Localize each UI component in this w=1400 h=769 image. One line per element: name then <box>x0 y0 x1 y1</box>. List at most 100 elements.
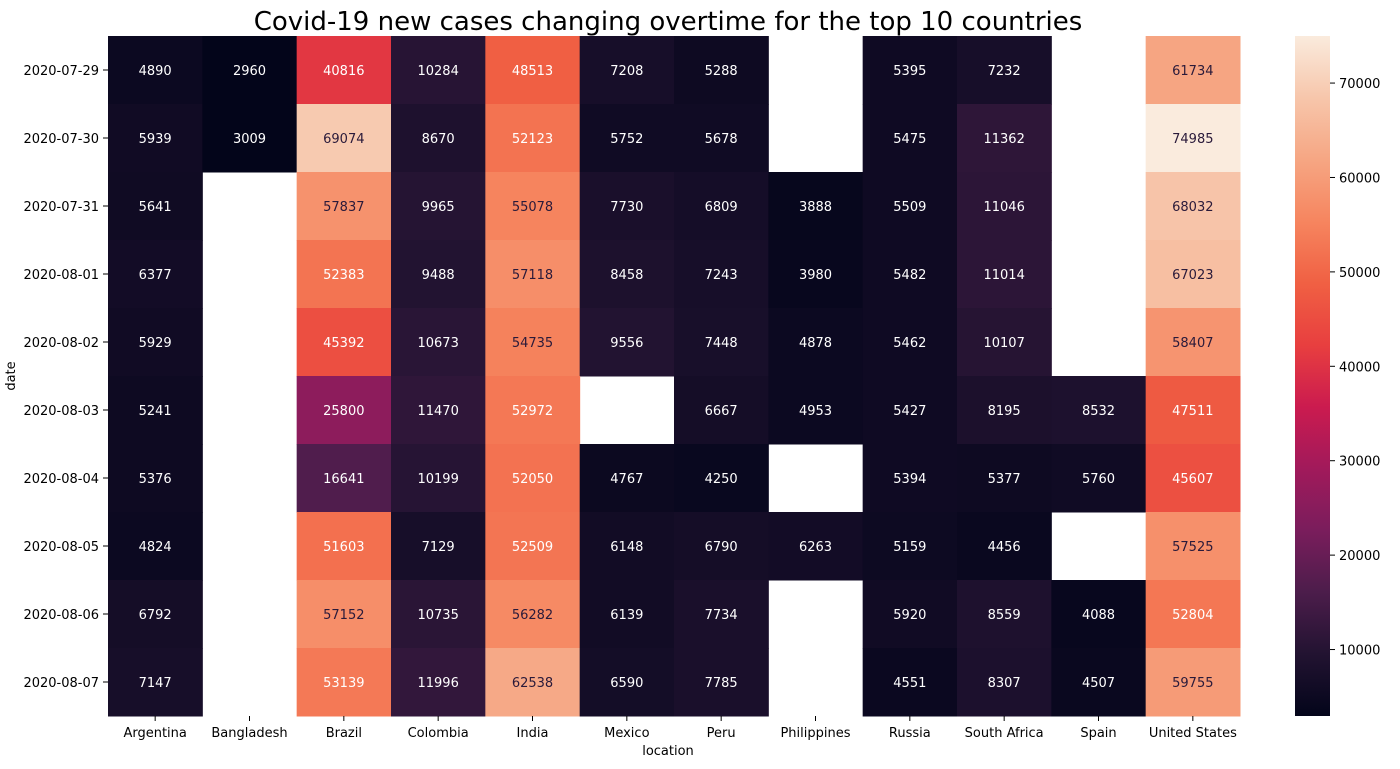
x-tick-label: Argentina <box>123 726 186 741</box>
heatmap-cell <box>579 104 675 173</box>
heatmap-cell <box>485 172 581 241</box>
heatmap-cell <box>1051 580 1147 649</box>
heatmap-cell <box>862 240 958 309</box>
heatmap-cell <box>674 376 769 445</box>
heatmap-cell <box>108 172 203 241</box>
cell-value-label: 7208 <box>610 64 643 79</box>
cell-value-label: 9556 <box>610 336 643 351</box>
y-tick-label: 2020-08-04 <box>23 472 99 487</box>
heatmap-cell <box>579 36 675 105</box>
x-tick-label: Colombia <box>408 726 469 741</box>
y-tick-label: 2020-08-01 <box>23 268 99 283</box>
cell-value-label: 8670 <box>422 132 455 147</box>
cell-value-label: 57837 <box>323 200 364 215</box>
cell-value-label: 2960 <box>233 64 266 79</box>
cell-value-label: 5752 <box>610 132 643 147</box>
cell-value-label: 57118 <box>512 268 553 283</box>
heatmap-cell <box>485 240 581 309</box>
cell-value-label: 5475 <box>893 132 926 147</box>
heatmap-cell <box>674 172 769 241</box>
heatmap-cell <box>108 36 203 105</box>
colorbar-tick-label: 30000 <box>1339 455 1380 470</box>
heatmap-cell <box>202 36 298 105</box>
cell-value-label: 5939 <box>139 132 172 147</box>
heatmap-cell <box>862 172 958 241</box>
colorbar-tick-label: 20000 <box>1339 549 1380 564</box>
heatmap-cell <box>1145 512 1241 581</box>
heatmap-cell <box>108 376 203 445</box>
heatmap-cell <box>579 512 675 581</box>
x-axis-label: location <box>642 744 694 759</box>
colorbar-gradient <box>1295 36 1330 716</box>
cell-value-label: 5394 <box>893 472 926 487</box>
x-tick-label: India <box>517 726 549 741</box>
cell-value-label: 4551 <box>893 676 926 691</box>
cell-value-label: 40816 <box>323 64 364 79</box>
heatmap-cell <box>579 240 675 309</box>
heatmap-cell <box>674 104 769 173</box>
cell-value-label: 4767 <box>610 472 643 487</box>
cell-value-label: 5395 <box>893 64 926 79</box>
heatmap-cell <box>296 240 392 309</box>
colorbar: 10000 20000 30000 40000 50000 60000 70000 <box>1295 36 1380 716</box>
cell-value-label: 58407 <box>1172 336 1213 351</box>
x-tick-label: Mexico <box>604 726 649 741</box>
cell-value-label: 62538 <box>512 676 553 691</box>
cell-value-label: 11046 <box>983 200 1024 215</box>
heatmap-cell <box>485 648 581 717</box>
cell-value-label: 55078 <box>512 200 553 215</box>
cell-value-label: 6148 <box>610 540 643 555</box>
x-tick-label: Peru <box>707 726 736 741</box>
heatmap-cell <box>957 648 1052 717</box>
y-tick-label: 2020-07-29 <box>23 64 99 79</box>
heatmap-cell <box>391 648 486 717</box>
cell-value-label: 7730 <box>610 200 643 215</box>
cell-value-label: 5288 <box>705 64 738 79</box>
heatmap-cell <box>862 308 958 377</box>
heatmap-cell <box>957 172 1052 241</box>
heatmap-cell <box>674 580 769 649</box>
y-tick-label: 2020-08-03 <box>23 404 99 419</box>
heatmap-cell <box>1145 104 1241 173</box>
cell-value-label: 5241 <box>139 404 172 419</box>
cell-value-label: 4890 <box>139 64 172 79</box>
heatmap-cell <box>862 36 958 105</box>
cell-value-label: 25800 <box>323 404 364 419</box>
colorbar-tick-label: 40000 <box>1339 360 1380 375</box>
heatmap-cell <box>1145 240 1241 309</box>
x-tick-label: Spain <box>1080 726 1116 741</box>
cell-value-label: 67023 <box>1172 268 1213 283</box>
heatmap-cell <box>391 308 486 377</box>
heatmap-cell <box>391 104 486 173</box>
heatmap-cell <box>108 240 203 309</box>
heatmap-cell <box>1051 648 1147 717</box>
cell-value-label: 52383 <box>323 268 364 283</box>
colorbar-tick-label: 70000 <box>1339 77 1380 92</box>
heatmap-cell <box>1145 376 1241 445</box>
cell-value-label: 10284 <box>417 64 458 79</box>
cell-value-label: 59755 <box>1172 676 1213 691</box>
heatmap-cell <box>296 648 392 717</box>
cell-value-label: 5376 <box>139 472 172 487</box>
heatmap-cell <box>391 376 486 445</box>
heatmap-cell <box>296 376 392 445</box>
y-axis-label: date <box>4 361 19 390</box>
heatmap-cell <box>768 512 864 581</box>
chart-title: Covid-19 new cases changing overtime for… <box>254 7 1083 37</box>
cell-value-label: 5427 <box>893 404 926 419</box>
cell-value-label: 6590 <box>610 676 643 691</box>
heatmap-cell <box>108 512 203 581</box>
heatmap-cell <box>1145 308 1241 377</box>
heatmap-cell <box>674 444 769 513</box>
heatmap-cell <box>1145 444 1241 513</box>
x-tick-label: Bangladesh <box>211 726 287 741</box>
cell-value-label: 7147 <box>139 676 172 691</box>
cell-value-label: 4824 <box>139 540 172 555</box>
heatmap-cell <box>862 648 958 717</box>
cell-value-label: 3888 <box>799 200 832 215</box>
cell-value-label: 74985 <box>1172 132 1213 147</box>
cell-value-label: 7448 <box>705 336 738 351</box>
heatmap-cell <box>296 308 392 377</box>
cell-value-label: 11996 <box>417 676 458 691</box>
heatmap-cell <box>485 444 581 513</box>
